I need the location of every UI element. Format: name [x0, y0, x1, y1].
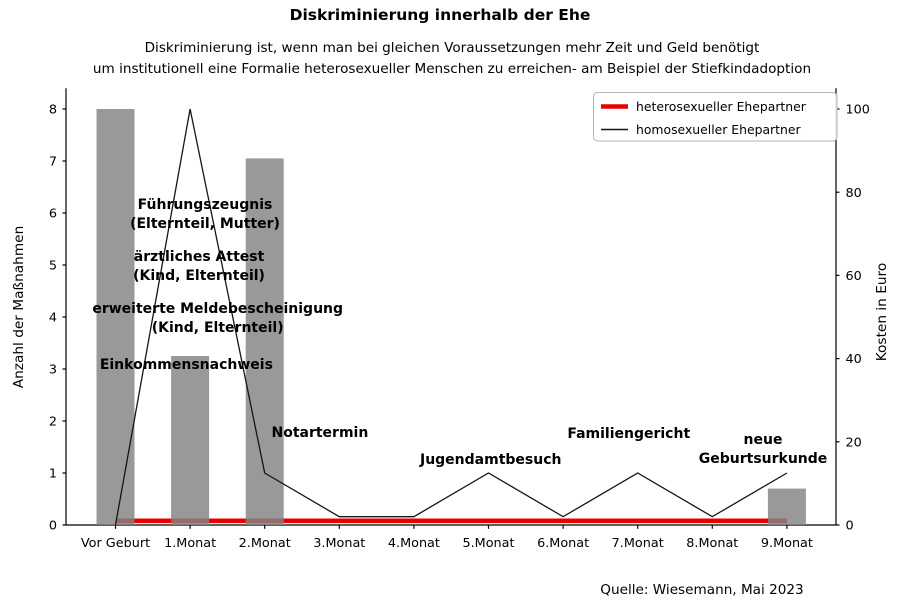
svg-text:20: 20 — [846, 435, 862, 450]
svg-text:7: 7 — [49, 155, 57, 170]
svg-text:5: 5 — [49, 259, 57, 274]
left-axis: 0 1 2 3 4 5 6 7 8 Anzahl der Maßnahmen — [11, 103, 66, 534]
legend-label: homosexueller Ehepartner — [636, 122, 801, 137]
annotation: ärztliches Attest (Kind, Elternteil) — [133, 249, 265, 284]
legend: heterosexueller Ehepartner homosexueller … — [593, 92, 838, 142]
svg-text:9.Monat: 9.Monat — [761, 536, 813, 551]
svg-text:1.Monat: 1.Monat — [164, 536, 216, 551]
right-axis: 0 20 40 60 80 100 Kosten in Euro — [836, 103, 890, 534]
bar — [171, 356, 210, 525]
svg-text:40: 40 — [846, 352, 862, 367]
svg-text:3.Monat: 3.Monat — [313, 536, 365, 551]
annotation: Einkommensnachweis — [100, 357, 273, 373]
annotation: Jugendamtbesuch — [419, 452, 562, 468]
x-axis: Vor Geburt 1.Monat 2.Monat 3.Monat 4.Monat 5.… — [81, 525, 813, 551]
svg-text:6.Monat: 6.Monat — [537, 536, 589, 551]
svg-text:0: 0 — [49, 519, 57, 534]
svg-text:60: 60 — [846, 269, 862, 284]
svg-text:4.Monat: 4.Monat — [388, 536, 440, 551]
chart-subtitle-line2: um institutionell eine Formalie heterose… — [92, 61, 812, 77]
svg-text:3: 3 — [49, 363, 57, 378]
svg-text:5.Monat: 5.Monat — [462, 536, 514, 551]
homo-line — [114, 108, 788, 526]
chart-subtitle: Diskriminierung ist, wenn man bei gleich… — [0, 38, 904, 80]
annotation: Notartermin — [271, 425, 368, 441]
svg-text:7.Monat: 7.Monat — [612, 536, 664, 551]
chart-title: Diskriminierung innerhalb der Ehe — [289, 6, 591, 24]
right-axis-label: Kosten in Euro — [874, 263, 890, 361]
bar — [245, 158, 284, 525]
svg-text:1: 1 — [49, 467, 57, 482]
annotations: Führungszeugnis (Elternteil, Mutter) ärztl… — [92, 197, 827, 468]
chart-subtitle-line1: Diskriminierung ist, wenn man bei gleich… — [144, 40, 760, 56]
bars-group — [96, 109, 806, 525]
left-axis-label: Anzahl der Maßnahmen — [11, 226, 27, 389]
svg-text:100: 100 — [846, 103, 870, 118]
svg-text:8.Monat: 8.Monat — [686, 536, 738, 551]
svg-text:4: 4 — [49, 311, 57, 326]
svg-text:8: 8 — [49, 103, 57, 118]
annotation: Führungszeugnis (Elternteil, Mutter) — [130, 197, 280, 232]
source-note: Quelle: Wiesemann, Mai 2023 — [600, 582, 804, 598]
svg-text:0: 0 — [846, 519, 854, 534]
bar — [767, 488, 806, 525]
svg-text:6: 6 — [49, 207, 57, 222]
svg-text:80: 80 — [846, 186, 862, 201]
annotation: erweiterte Meldebescheinigung (Kind, Elte… — [92, 301, 343, 336]
annotation: Familiengericht — [567, 426, 690, 442]
bar — [96, 109, 135, 525]
annotation: neue Geburtsurkunde — [699, 432, 828, 467]
svg-text:2.Monat: 2.Monat — [239, 536, 291, 551]
legend-label: heterosexueller Ehepartner — [636, 99, 807, 114]
svg-text:2: 2 — [49, 415, 57, 430]
svg-text:Vor Geburt: Vor Geburt — [81, 536, 150, 551]
